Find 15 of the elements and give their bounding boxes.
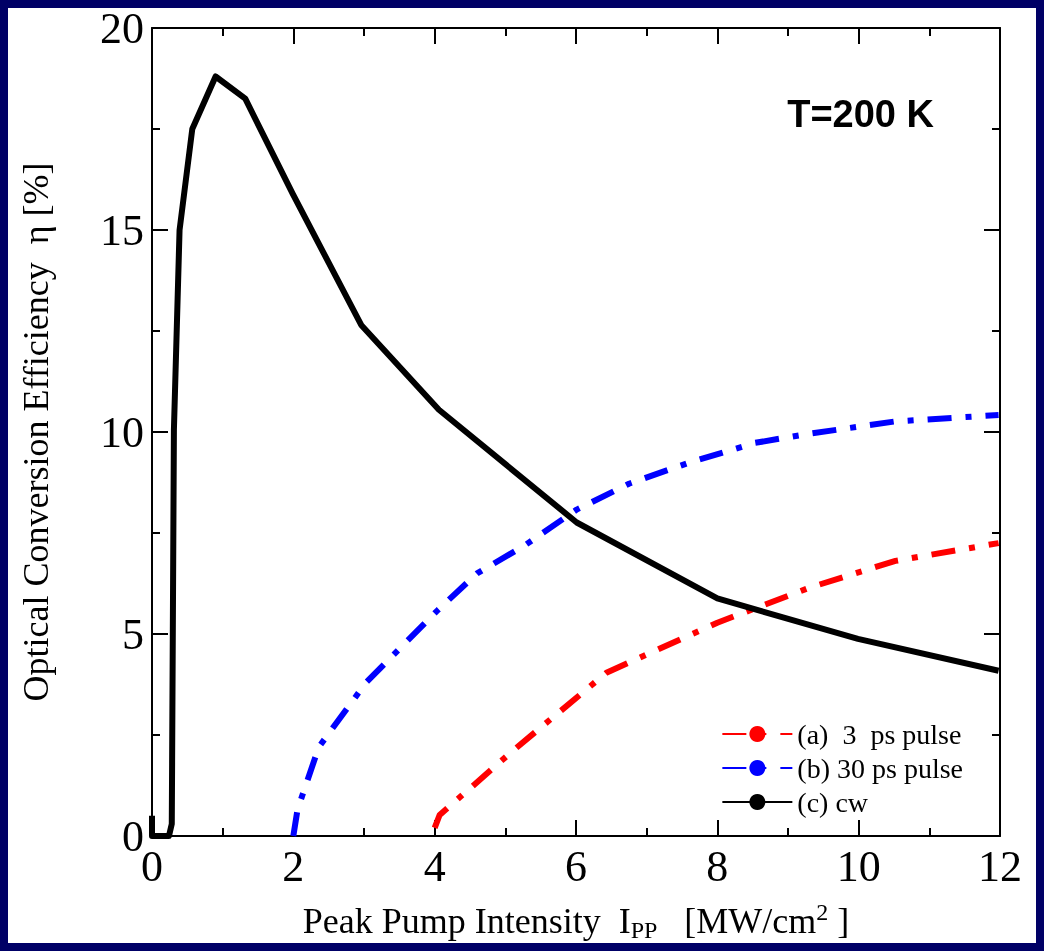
y-tick-label: 10 [100,407,144,457]
annotation: T=200 K [787,93,935,135]
y-tick-label: 20 [100,3,144,53]
x-tick-label: 8 [706,841,729,891]
x-tick-label: 6 [565,841,587,891]
y-axis-title: Optical Conversion Efficiency η [%] [16,162,56,702]
x-tick-label: 12 [978,841,1022,891]
legend-label: (b) 30 ps pulse [797,752,964,784]
y-tick-label: 15 [100,205,144,255]
x-tick-label: 10 [836,841,881,891]
y-tick-label: 5 [122,609,144,659]
legend-label: (a) 3 ps pulse [797,718,962,750]
x-tick-label: 2 [282,841,305,891]
legend-label: (c) cw [797,786,869,818]
x-tick-label: 4 [423,841,446,891]
